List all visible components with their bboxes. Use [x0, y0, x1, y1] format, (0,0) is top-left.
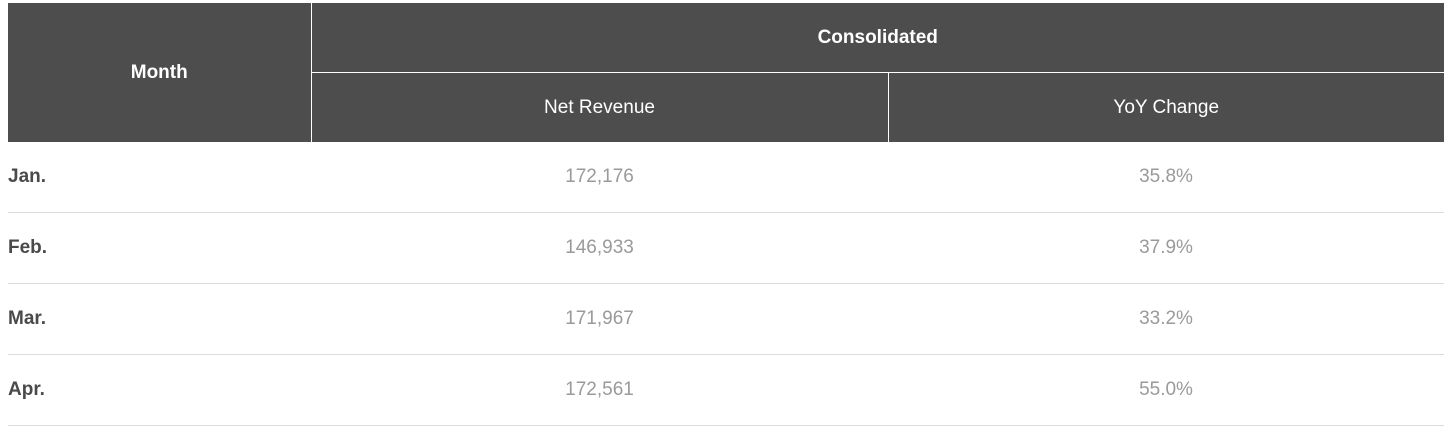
yoy-change-column-header: YoY Change — [888, 72, 1444, 142]
month-column-header: Month — [8, 3, 312, 142]
yoy-change-cell: 33.2% — [888, 283, 1444, 355]
table-row: Mar. 171,967 33.2% — [8, 283, 1444, 355]
net-revenue-cell: 172,561 — [311, 354, 888, 426]
net-revenue-cell: 146,933 — [311, 212, 888, 284]
month-cell: Mar. — [8, 283, 311, 355]
revenue-table-container: Month Consolidated Net Revenue YoY Chang… — [8, 3, 1444, 426]
header-row-bottom: Net Revenue YoY Change — [8, 72, 1444, 142]
net-revenue-column-header: Net Revenue — [311, 72, 889, 142]
month-cell: Apr. — [8, 354, 311, 426]
month-cell: Jan. — [8, 142, 311, 213]
monthly-revenue-table: Month Consolidated Net Revenue YoY Chang… — [8, 3, 1444, 426]
yoy-change-cell: 55.0% — [888, 354, 1444, 426]
header-row-top: Month Consolidated — [8, 3, 1444, 142]
table-row: Apr. 172,561 55.0% — [8, 354, 1444, 426]
net-revenue-cell: 172,176 — [311, 142, 888, 213]
table-row: Feb. 146,933 37.9% — [8, 212, 1444, 284]
table-header: Month Consolidated Net Revenue YoY Chang… — [8, 3, 1444, 142]
yoy-change-cell: 37.9% — [888, 212, 1444, 284]
table-body: Jan. 172,176 35.8% Feb. 146,933 37.9% Ma… — [8, 142, 1444, 426]
table-row: Jan. 172,176 35.8% — [8, 142, 1444, 213]
net-revenue-cell: 171,967 — [311, 283, 888, 355]
consolidated-group-header: Consolidated — [311, 3, 1444, 73]
yoy-change-cell: 35.8% — [888, 142, 1444, 213]
month-cell: Feb. — [8, 212, 311, 284]
